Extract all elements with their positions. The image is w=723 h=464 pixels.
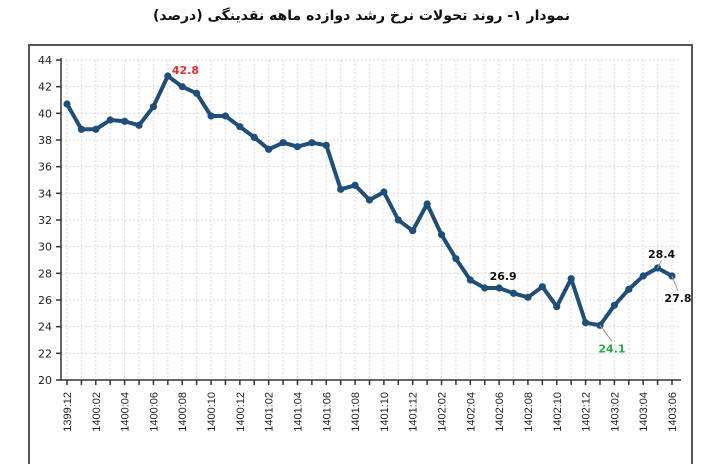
x-tick-label: 1401:10 <box>379 392 391 432</box>
x-tick-label: 1401:06 <box>321 392 333 432</box>
y-tick-label: 34 <box>38 187 52 200</box>
data-point <box>466 276 474 284</box>
y-tick-label: 28 <box>38 267 52 280</box>
data-point <box>567 275 575 283</box>
x-tick-label: 1400:02 <box>91 392 103 432</box>
y-tick-label: 42 <box>38 81 52 94</box>
x-tick-label: 1401:12 <box>408 392 420 432</box>
x-tick-label: 1402:06 <box>494 392 506 432</box>
x-tick-label: 1400:08 <box>177 392 189 432</box>
data-point <box>394 216 402 224</box>
data-point <box>178 83 186 91</box>
data-point <box>92 125 100 133</box>
x-tick-label: 1402:10 <box>552 392 564 432</box>
x-tick-label: 1401:08 <box>350 392 362 432</box>
data-label: 27.8 <box>664 292 691 305</box>
data-point <box>77 125 86 133</box>
line-chart: 20 22 24 26 28 30 32 34 36 38 40 42 44 1399:12 1400:0… <box>38 54 692 432</box>
x-tick-label: 1401:02 <box>264 392 276 432</box>
data-point <box>164 72 172 80</box>
chart-frame <box>28 44 693 464</box>
data-point <box>149 103 158 111</box>
data-series <box>63 72 676 329</box>
data-point <box>509 289 518 297</box>
x-axis-ticks: 1399:12 1400:02 1400:04 1400:06 1400:08 1400:… <box>62 392 679 432</box>
y-tick-label: 44 <box>38 54 52 67</box>
x-tick-label: 1403:02 <box>609 392 621 432</box>
data-point <box>250 133 258 141</box>
x-tick-label: 1400:12 <box>235 392 247 432</box>
data-point <box>121 117 129 125</box>
data-point <box>380 188 388 196</box>
data-point <box>581 319 590 327</box>
data-point <box>625 285 633 293</box>
data-point <box>495 284 503 292</box>
data-label: 42.8 <box>172 64 199 77</box>
x-tick-label: 1402:08 <box>523 392 535 432</box>
data-point <box>481 284 489 292</box>
data-point <box>106 116 114 124</box>
data-point <box>63 100 71 108</box>
chart-title: نمودار ۱- روند تحولات نرخ رشد دوازده ماه… <box>152 8 571 24</box>
y-tick-label: 38 <box>38 134 52 147</box>
y-tick-label: 32 <box>38 214 52 227</box>
data-point <box>337 185 345 193</box>
data-point <box>365 196 374 204</box>
data-point <box>308 139 316 147</box>
data-point <box>423 200 431 208</box>
grid-lines <box>61 59 681 380</box>
x-tick-label: 1400:04 <box>120 392 132 432</box>
data-point <box>610 301 618 309</box>
data-point <box>452 255 460 263</box>
y-tick-label: 20 <box>38 374 52 387</box>
data-point <box>538 283 546 291</box>
data-point <box>293 143 302 151</box>
data-point <box>265 145 273 153</box>
data-label: 24.1 <box>598 342 625 355</box>
data-point <box>351 181 359 189</box>
y-tick-label: 22 <box>38 347 52 360</box>
data-point <box>279 139 287 147</box>
data-labels: 42.8 26.9 24.1 28.4 27.8 <box>172 64 692 355</box>
x-tick-label: 1401:04 <box>292 392 304 432</box>
data-point <box>437 231 446 239</box>
x-tick-label: 1402:12 <box>581 392 593 432</box>
data-label: 28.4 <box>648 248 675 261</box>
data-point <box>135 121 143 129</box>
data-point <box>193 89 201 97</box>
data-point <box>322 141 330 149</box>
y-tick-label: 24 <box>38 321 52 334</box>
data-point <box>409 227 417 235</box>
x-tick-label: 1403:04 <box>638 392 650 432</box>
x-tick-label: 1403:06 <box>667 392 679 432</box>
data-point <box>639 272 647 280</box>
data-label: 26.9 <box>490 270 517 283</box>
data-point <box>221 112 230 120</box>
y-tick-label: 40 <box>38 107 52 120</box>
x-tick-label: 1400:10 <box>206 392 218 432</box>
y-tick-label: 26 <box>38 294 52 307</box>
y-tick-label: 30 <box>38 241 52 254</box>
y-tick-label: 36 <box>38 161 52 174</box>
x-tick-label: 1400:06 <box>148 392 160 432</box>
x-tick-label: 1402:04 <box>465 392 477 432</box>
data-point <box>236 123 244 131</box>
x-tick-label: 1402:02 <box>437 392 449 432</box>
data-point <box>524 293 532 301</box>
data-point <box>553 303 561 311</box>
axes <box>56 58 681 385</box>
x-tick-label: 1399:12 <box>62 392 74 432</box>
data-point <box>207 112 215 120</box>
y-axis-ticks: 20 22 24 26 28 30 32 34 36 38 40 42 44 <box>38 54 52 387</box>
